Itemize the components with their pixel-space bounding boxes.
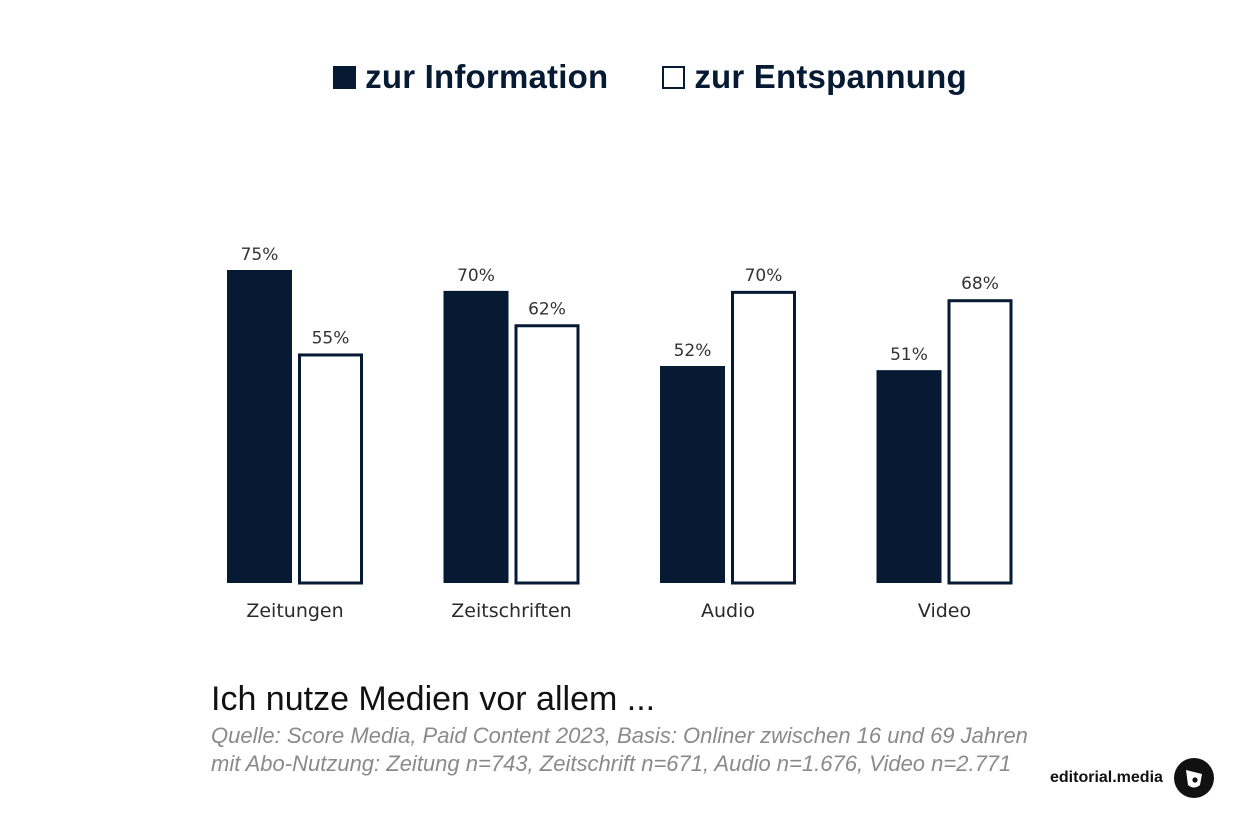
brand: editorial.media	[1050, 757, 1215, 799]
category-label-zeitungen: Zeitungen	[246, 600, 343, 622]
data-label-information-audio: 52%	[674, 341, 712, 361]
bar-information-zeitungen	[227, 270, 292, 583]
category-label-zeitschriften: Zeitschriften	[451, 600, 571, 622]
category-label-video: Video	[918, 600, 971, 622]
data-label-entspannung-zeitungen: 55%	[312, 328, 350, 348]
data-label-entspannung-audio: 70%	[745, 266, 783, 286]
legend-item-entspannung: zur Entspannung	[662, 58, 967, 96]
legend-swatch-entspannung	[662, 65, 686, 89]
bar-chart: 75% 55% Zeitungen 70% 62% Zeitschriften 52% 70%…	[227, 245, 1013, 622]
source-line-2: mit Abo-Nutzung: Zeitung n=743, Zeitschr…	[211, 751, 1012, 776]
bar-entspannung-zeitschriften	[514, 324, 580, 585]
data-label-information-video: 51%	[890, 345, 928, 365]
legend-swatch-information	[333, 65, 357, 89]
source-note: Quelle: Score Media, Paid Content 2023, …	[211, 722, 1111, 778]
brand-text: editorial.media	[1050, 769, 1163, 786]
bar-entspannung-zeitungen	[298, 353, 363, 585]
chart-legend: zur Information zur Entspannung	[0, 52, 1240, 102]
category-label-audio: Audio	[701, 600, 755, 622]
legend-label-entspannung: zur Entspannung	[694, 58, 967, 95]
legend-item-information: zur Information	[333, 58, 608, 96]
source-line-1: Quelle: Score Media, Paid Content 2023, …	[211, 723, 1028, 748]
data-label-information-zeitschriften: 70%	[457, 266, 495, 286]
data-label-entspannung-video: 68%	[961, 274, 999, 294]
bar-information-audio	[660, 365, 725, 583]
bar-entspannung-audio	[731, 290, 796, 585]
legend-label-information: zur Information	[365, 58, 609, 95]
editorial-media-logo-icon	[1173, 758, 1214, 798]
bar-information-zeitschriften	[443, 290, 509, 583]
data-label-entspannung-zeitschriften: 62%	[528, 299, 566, 319]
bar-information-video	[876, 370, 942, 583]
chart-title: Ich nutze Medien vor allem ...	[211, 680, 656, 718]
bar-entspannung-video	[947, 299, 1013, 585]
data-label-information-zeitungen: 75%	[241, 245, 279, 265]
